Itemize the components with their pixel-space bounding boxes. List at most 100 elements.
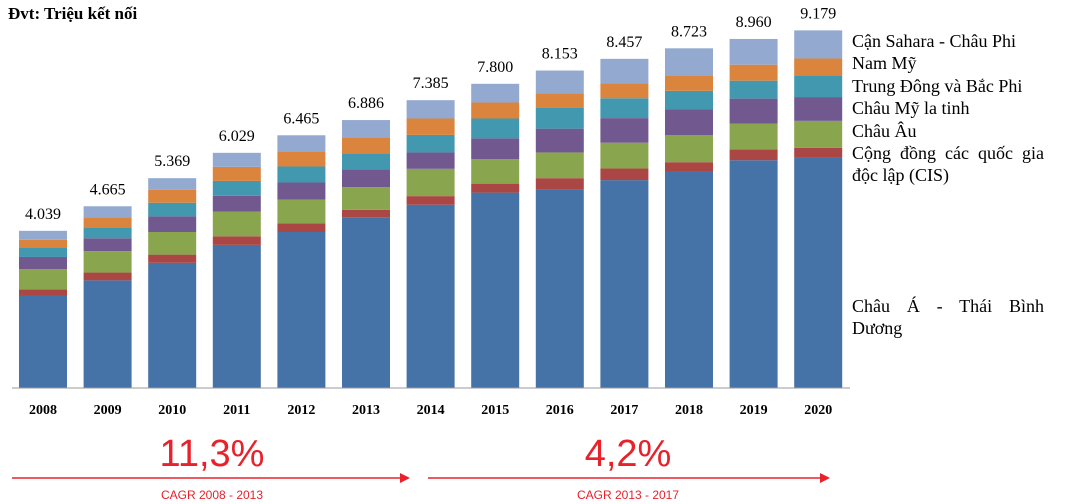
bar-segment bbox=[19, 295, 67, 388]
bar-segment bbox=[212, 244, 261, 388]
total-label: 9.179 bbox=[800, 5, 836, 22]
total-label: 5.369 bbox=[154, 153, 190, 170]
bar-segment bbox=[83, 272, 132, 281]
bar-segment bbox=[665, 48, 713, 76]
bar-segment bbox=[342, 217, 390, 388]
x-tick-label: 2019 bbox=[740, 403, 768, 418]
legend-entry: Châu Mỹ la tinh bbox=[852, 98, 970, 118]
bar-segment bbox=[406, 134, 455, 153]
bar-segment bbox=[406, 204, 455, 388]
bar-segment bbox=[19, 256, 67, 270]
bar-segment bbox=[600, 142, 649, 169]
x-tick-label: 2010 bbox=[158, 403, 186, 418]
total-label: 8.960 bbox=[736, 14, 772, 31]
bar-segment bbox=[277, 232, 326, 388]
bar-segment bbox=[342, 169, 390, 188]
bar-segment bbox=[148, 216, 197, 232]
bar-segment bbox=[19, 247, 67, 257]
x-tick-label: 2015 bbox=[481, 403, 509, 418]
x-tick-label: 2011 bbox=[223, 403, 250, 418]
total-label: 7.385 bbox=[413, 75, 449, 92]
bar-segment bbox=[406, 152, 455, 169]
bar-segment bbox=[19, 269, 67, 290]
bar-segment bbox=[406, 100, 455, 119]
bar-segment bbox=[83, 227, 132, 239]
bar-segment bbox=[19, 289, 67, 296]
x-tick-label: 2020 bbox=[804, 403, 832, 418]
bar-segment bbox=[665, 76, 713, 91]
bar-segment bbox=[535, 152, 584, 179]
bar-segment bbox=[794, 30, 843, 59]
cagr-label: CAGR 2013 - 2017 bbox=[577, 488, 679, 502]
bar-segment bbox=[794, 58, 843, 76]
total-label: 6.886 bbox=[348, 95, 384, 112]
bar-segment bbox=[729, 98, 778, 124]
total-label: 8.723 bbox=[671, 23, 707, 40]
bar-segment bbox=[471, 138, 520, 160]
bar-segment bbox=[665, 135, 713, 163]
x-tick-label: 2013 bbox=[352, 403, 380, 418]
bar-segment bbox=[729, 149, 778, 161]
bar-segment bbox=[83, 280, 132, 388]
bar-segment bbox=[212, 152, 261, 167]
bar-segment bbox=[342, 209, 390, 218]
bar-segment bbox=[342, 187, 390, 210]
bar-segment bbox=[665, 90, 713, 110]
arrow-head bbox=[820, 473, 830, 483]
legend-entry: Cộng đồng các quốc gia độc lập (CIS) bbox=[852, 143, 1044, 185]
bar-segment bbox=[665, 171, 713, 388]
bar-segment bbox=[729, 64, 778, 81]
bar-segment bbox=[406, 196, 455, 205]
x-tick-label: 2008 bbox=[29, 403, 57, 418]
bar-segment bbox=[277, 199, 326, 224]
bar-segment bbox=[600, 118, 649, 143]
bar-segment bbox=[471, 102, 520, 119]
bar-segment bbox=[600, 98, 649, 119]
bar-segment bbox=[212, 236, 261, 245]
total-label: 4.039 bbox=[25, 206, 61, 223]
bar-segment bbox=[471, 183, 520, 193]
total-label: 7.800 bbox=[477, 59, 513, 76]
bar-segment bbox=[212, 211, 261, 237]
bar-segment bbox=[535, 178, 584, 190]
legend-entry: Châu Á - Thái Bình Dương bbox=[852, 296, 1044, 338]
bar-segment bbox=[729, 80, 778, 99]
bar-segment bbox=[148, 178, 197, 190]
total-label: 6.029 bbox=[219, 128, 255, 145]
legend-entry: Cận Sahara - Châu Phi bbox=[852, 31, 1016, 51]
bar-segment bbox=[471, 159, 520, 184]
bar-segment bbox=[600, 83, 649, 99]
bar-segment bbox=[665, 162, 713, 172]
bar-segment bbox=[406, 118, 455, 135]
x-tick-label: 2017 bbox=[610, 403, 638, 418]
bar-segment bbox=[342, 138, 390, 154]
bar-segment bbox=[148, 262, 197, 388]
bar-segment bbox=[471, 118, 520, 139]
bar-segment bbox=[277, 223, 326, 232]
bar-segment bbox=[148, 202, 197, 217]
bar-segment bbox=[794, 157, 843, 388]
bar-segment bbox=[212, 195, 261, 212]
bar-segment bbox=[83, 217, 132, 228]
bar-segment bbox=[535, 128, 584, 153]
bar-segment bbox=[600, 58, 649, 84]
bar-segment bbox=[19, 230, 67, 240]
bar-segment bbox=[471, 192, 520, 388]
x-tick-label: 2018 bbox=[675, 403, 703, 418]
x-tick-label: 2016 bbox=[546, 403, 574, 418]
cagr-value: 11,3% bbox=[160, 433, 265, 475]
total-label: 6.465 bbox=[283, 110, 319, 127]
bar-segment bbox=[406, 168, 455, 197]
bar-segment bbox=[148, 189, 197, 203]
total-label: 8.153 bbox=[542, 46, 578, 63]
bar-segment bbox=[600, 180, 649, 388]
bar-segment bbox=[83, 238, 132, 252]
cagr-label: CAGR 2008 - 2013 bbox=[161, 488, 263, 502]
bar-segment bbox=[277, 151, 326, 167]
bar-segment bbox=[212, 180, 261, 196]
total-label: 8.457 bbox=[606, 34, 642, 51]
bar-segment bbox=[277, 135, 326, 152]
bar-segment bbox=[535, 93, 584, 108]
